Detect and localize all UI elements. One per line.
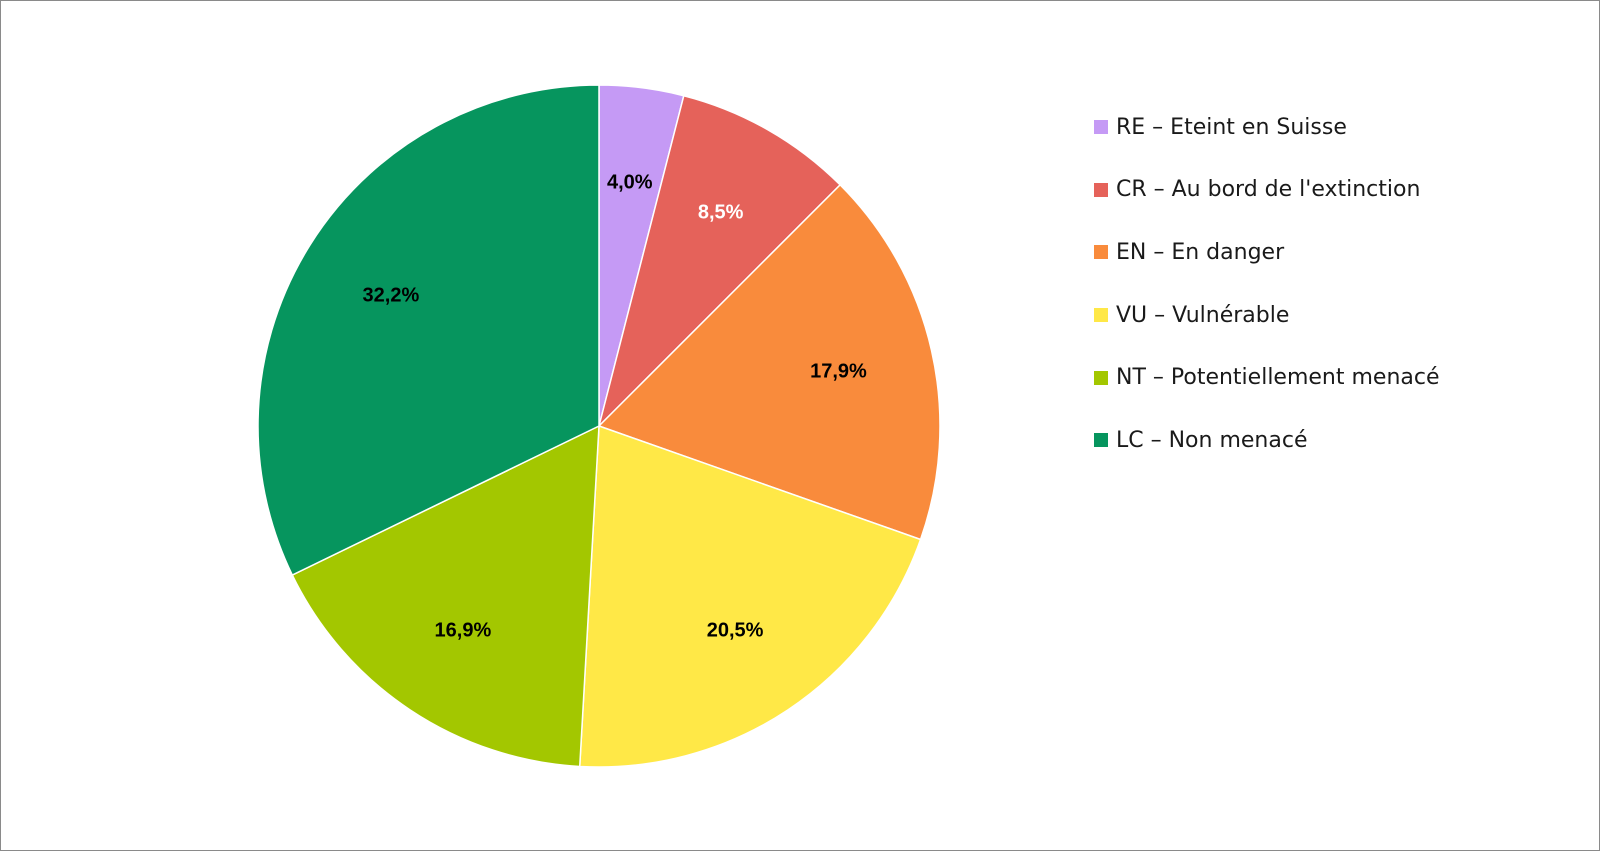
legend-swatch: [1094, 308, 1108, 323]
pie-slice: [597, 94, 842, 429]
legend-label: NT – Potentiellement menacé: [1116, 365, 1440, 391]
pie-slice: [257, 84, 600, 577]
legend-item: CR – Au bord de l'extinction: [1094, 159, 1440, 222]
legend-swatch: [1094, 182, 1108, 197]
legend-label: RE – Eteint en Suisse: [1116, 114, 1347, 140]
pie-slices: [257, 84, 941, 768]
legend-item: EN – En danger: [1094, 221, 1440, 284]
legend-item: RE – Eteint en Suisse: [1094, 96, 1440, 159]
legend-swatch: [1094, 245, 1108, 260]
legend-item: VU – Vulnérable: [1094, 284, 1440, 347]
legend-swatch: [1094, 370, 1108, 385]
chart-legend: RE – Eteint en Suisse CR – Au bord de l'e…: [1094, 96, 1440, 472]
legend-label: VU – Vulnérable: [1116, 302, 1290, 328]
pie-slice: [578, 424, 922, 768]
pie-slice: [291, 424, 600, 768]
pie-data-label: 8,5%: [698, 202, 744, 224]
pie-data-labels: 4,0% 8,5% 17,9% 20,5% 16,9% 32,2%: [363, 171, 867, 641]
pie-data-label: 4,0%: [607, 171, 653, 193]
pie-data-label: 20,5%: [707, 619, 764, 641]
legend-swatch: [1094, 433, 1108, 448]
pie-data-label: 17,9%: [810, 361, 867, 383]
legend-item: NT – Potentiellement menacé: [1094, 346, 1440, 409]
legend-item: LC – Non menacé: [1094, 409, 1440, 472]
pie-data-label: 16,9%: [435, 619, 492, 641]
legend-label: EN – En danger: [1116, 239, 1285, 265]
legend-label: LC – Non menacé: [1116, 427, 1308, 453]
pie-slice: [597, 183, 941, 541]
pie-data-label: 32,2%: [363, 285, 420, 307]
legend-label: CR – Au bord de l'extinction: [1116, 177, 1421, 203]
legend-swatch: [1094, 120, 1108, 135]
